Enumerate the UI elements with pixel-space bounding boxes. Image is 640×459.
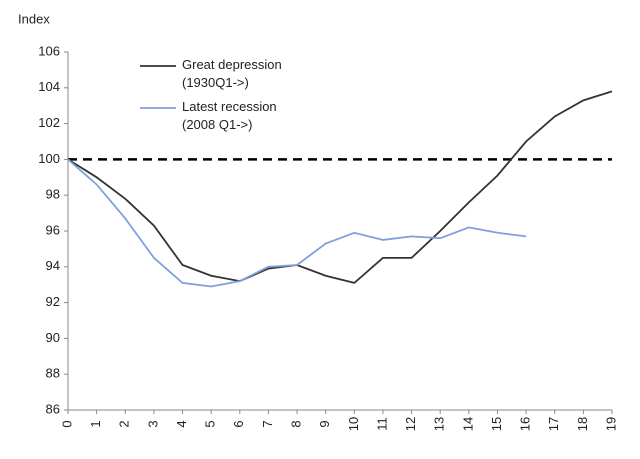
y-tick-label: 90 [46, 330, 60, 345]
x-tick-label: 7 [260, 420, 275, 427]
x-tick-label: 16 [518, 417, 533, 431]
legend-label-line: (1930Q1->) [182, 75, 249, 90]
y-tick-label: 104 [38, 79, 60, 94]
y-tick-label: 100 [38, 151, 60, 166]
y-tick-label: 86 [46, 401, 60, 416]
y-tick-label: 96 [46, 222, 60, 237]
series-line [67, 158, 527, 288]
x-tick-label: 19 [603, 417, 618, 431]
legend-label-line: Great depression [182, 57, 282, 72]
legend-label: Great depression (1930Q1->) [182, 57, 282, 90]
x-tick-label: 5 [203, 420, 218, 427]
x-tick-label: 12 [403, 417, 418, 431]
y-axis-label: Index [18, 11, 50, 26]
y-tick-label: 92 [46, 294, 60, 309]
legend-label-line: (2008 Q1->) [182, 117, 252, 132]
x-tick-label: 8 [288, 420, 303, 427]
x-tick-label: 18 [575, 417, 590, 431]
y-tick-label: 94 [46, 258, 60, 273]
x-tick-label: 2 [117, 420, 132, 427]
x-tick-label: 11 [374, 417, 389, 431]
x-tick-label: 13 [432, 417, 447, 431]
x-tick-label: 0 [59, 420, 74, 427]
x-tick-label: 14 [460, 417, 475, 431]
legend-label-line: Latest recession [182, 99, 277, 114]
y-tick-label: 106 [38, 43, 60, 58]
y-tick-label: 88 [46, 366, 60, 381]
x-tick-label: 3 [145, 420, 160, 427]
y-tick-label: 98 [46, 187, 60, 202]
x-tick-label: 10 [346, 417, 361, 431]
x-tick-label: 1 [88, 420, 103, 427]
y-tick-label: 102 [38, 115, 60, 130]
x-tick-label: 9 [317, 420, 332, 427]
x-tick-label: 17 [546, 417, 561, 431]
x-tick-label: 15 [489, 417, 504, 431]
x-tick-label: 4 [174, 420, 189, 427]
x-tick-label: 6 [231, 420, 246, 427]
legend-label: Latest recession (2008 Q1->) [182, 99, 277, 132]
series-line [67, 90, 613, 284]
